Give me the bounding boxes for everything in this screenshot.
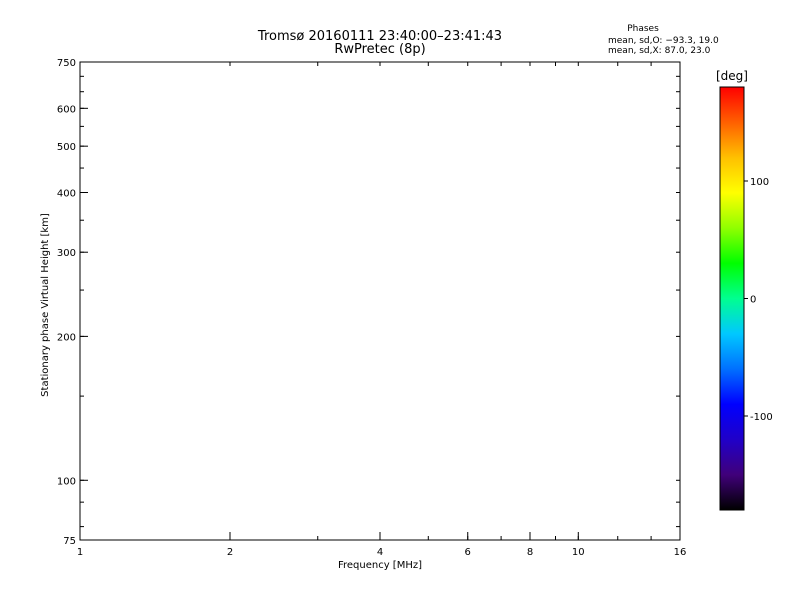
x-tick-label: 1 (77, 547, 83, 558)
y-tick-label: 500 (57, 142, 76, 153)
colorbar-tick-label: -100 (750, 412, 773, 423)
chart-title-line2: RwPretec (8p) (334, 42, 425, 57)
colorbar-tick-label: 100 (750, 177, 769, 188)
x-tick-label: 6 (465, 547, 471, 558)
stats-line-o: mean, sd,O: −93.3, 19.0 (608, 36, 719, 46)
x-tick-label: 10 (572, 547, 585, 558)
colorbar-label: [deg] (716, 69, 748, 83)
x-tick-label: 2 (227, 547, 233, 558)
plot-frame (79, 61, 681, 541)
x-tick-label: 8 (527, 547, 533, 558)
stats-header: Phases (627, 24, 659, 34)
y-tick-label: 750 (57, 58, 76, 69)
x-tick-label: 16 (674, 547, 687, 558)
y-tick-label: 75 (63, 536, 76, 547)
chart-title-line1: Tromsø 20160111 23:40:00–23:41:43 (257, 29, 502, 44)
colorbar: [deg] 100 0 -100 (716, 69, 773, 511)
x-tick-label: 4 (377, 547, 383, 558)
colorbar-tick-label: 0 (750, 295, 756, 306)
y-tick-label: 400 (57, 188, 76, 199)
colorbar-gradient (719, 86, 745, 511)
y-tick-label: 600 (57, 104, 76, 115)
y-tick-label: 300 (57, 248, 76, 259)
y-tick-label: 200 (57, 332, 76, 343)
x-axis-label: Frequency [MHz] (338, 560, 422, 571)
axes: 1 2 4 6 8 10 16 75 100 200 300 400 500 600 750 (57, 58, 686, 558)
y-axis-label: Stationary phase Virtual Height [km] (40, 213, 51, 397)
y-tick-label: 100 (57, 476, 76, 487)
stats-line-x: mean, sd,X: 87.0, 23.0 (608, 46, 711, 56)
